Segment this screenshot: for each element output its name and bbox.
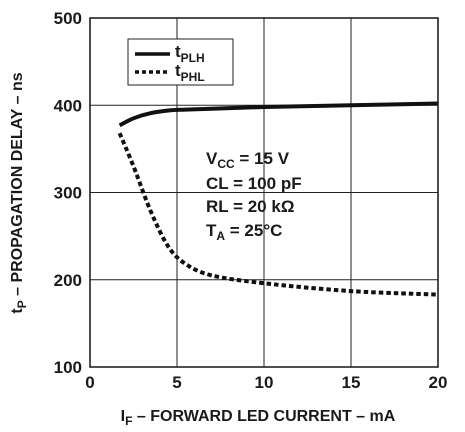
y-tick-label: 300 bbox=[54, 184, 82, 203]
legend-label-tphl: tPHL bbox=[175, 61, 205, 84]
y-tick-label: 200 bbox=[54, 271, 82, 290]
x-tick-label: 10 bbox=[255, 373, 274, 392]
conditions-annotation: VCC = 15 V CL = 100 pF RL = 20 kΩ TA = 2… bbox=[206, 149, 302, 243]
y-tick-label: 500 bbox=[54, 9, 82, 28]
y-axis-label: tP – PROPAGATION DELAY – ns bbox=[9, 72, 29, 313]
series-line-tplh bbox=[118, 101, 439, 128]
legend-label-tplh: tPLH bbox=[175, 42, 205, 65]
x-axis-label: IF – FORWARD LED CURRENT – mA bbox=[121, 408, 396, 428]
annotation-cl: CL = 100 pF bbox=[206, 174, 302, 193]
x-tick-label: 0 bbox=[85, 373, 94, 392]
y-tick-label: 400 bbox=[54, 96, 82, 115]
x-tick-label: 5 bbox=[172, 373, 181, 392]
legend-box bbox=[127, 38, 234, 86]
series-layer bbox=[117, 101, 439, 297]
plot-frame bbox=[89, 17, 439, 368]
y-tick-label: 100 bbox=[54, 358, 82, 377]
plot-border bbox=[89, 17, 439, 368]
annotation-vcc: VCC = 15 V bbox=[206, 149, 290, 171]
annotation-rl: RL = 20 kΩ bbox=[206, 197, 294, 216]
tick-labels: 0 5 10 15 20 100 200 300 400 500 bbox=[54, 9, 448, 392]
annotation-ta: TA = 25°C bbox=[206, 221, 282, 243]
series-line-tphl bbox=[117, 132, 439, 297]
legend: tPLH tPHL bbox=[127, 38, 234, 86]
x-tick-label: 20 bbox=[429, 373, 448, 392]
x-tick-label: 15 bbox=[342, 373, 361, 392]
